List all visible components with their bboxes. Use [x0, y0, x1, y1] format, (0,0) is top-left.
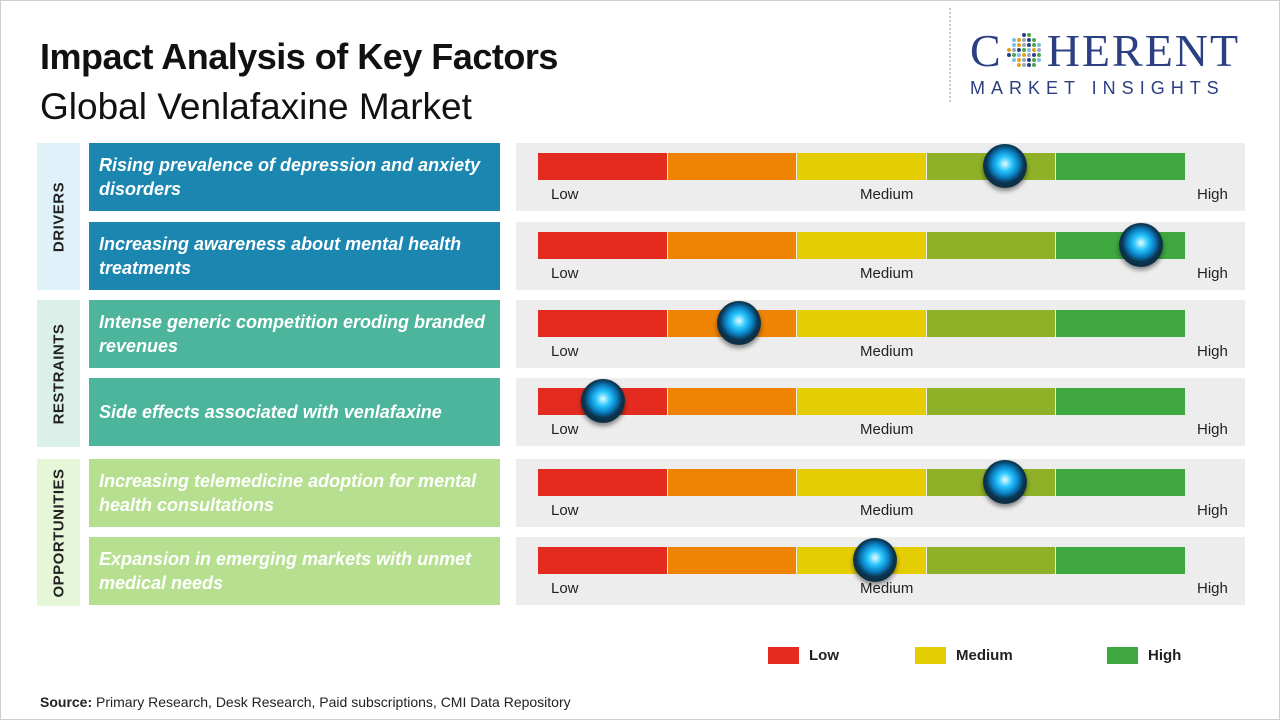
logo-letter-c: C: [970, 25, 1003, 76]
scale-segment: [797, 469, 926, 496]
legend-item-low: Low: [768, 647, 839, 664]
factor-box: Side effects associated with venlafaxine: [89, 378, 500, 446]
scale-label: Medium: [860, 502, 914, 519]
impact-scale: Low Medium High: [516, 143, 1245, 211]
scale-label: Low: [551, 265, 579, 282]
legend-item-medium: Medium: [915, 647, 1013, 664]
scale-segment: [1056, 310, 1185, 337]
scale-label: High: [1197, 343, 1228, 360]
scale-segment: [538, 232, 667, 259]
legend-label: Medium: [956, 647, 1013, 664]
scale-label: High: [1197, 265, 1228, 282]
page-subtitle: Global Venlafaxine Market: [40, 86, 472, 127]
category-restraints: RESTRAINTS: [37, 300, 80, 447]
source-label: Source:: [40, 694, 93, 710]
legend-swatch: [1107, 647, 1138, 664]
scale-label: Medium: [860, 186, 914, 203]
scale-label: Low: [551, 343, 579, 360]
factor-box: Increasing awareness about mental health…: [89, 222, 500, 290]
category-label: OPPORTUNITIES: [50, 467, 67, 598]
page-title: Impact Analysis of Key Factors: [40, 36, 558, 77]
scale-label: High: [1197, 421, 1228, 438]
scale-segment: [797, 388, 926, 415]
category-drivers: DRIVERS: [37, 143, 80, 290]
scale-label: High: [1197, 502, 1228, 519]
scale-segment: [926, 547, 1055, 574]
scale-label: Medium: [860, 265, 914, 282]
scale-segment: [667, 388, 796, 415]
scale-segment: [667, 469, 796, 496]
legend-label: Low: [809, 647, 839, 664]
scale-segment: [1056, 469, 1185, 496]
scale-label: Medium: [860, 580, 914, 597]
factor-text: Increasing awareness about mental health…: [99, 234, 462, 278]
logo-wordmark: HERENT: [1046, 25, 1241, 76]
factor-box: Intense generic competition eroding bran…: [89, 300, 500, 368]
scale-label: Medium: [860, 343, 914, 360]
factor-text: Expansion in emerging markets with unmet…: [99, 549, 472, 593]
category-opportunities: OPPORTUNITIES: [37, 459, 80, 606]
scale-label: Medium: [860, 421, 914, 438]
impact-marker: [982, 460, 1027, 504]
scale-segment: [926, 232, 1055, 259]
legend-swatch: [768, 647, 799, 664]
scale-segment: [538, 153, 667, 180]
logo-tagline: MARKET INSIGHTS: [970, 78, 1225, 98]
factor-box: Increasing telemedicine adoption for men…: [89, 459, 500, 527]
scale-segment: [1056, 547, 1185, 574]
factor-text: Intense generic competition eroding bran…: [99, 312, 486, 356]
category-label: RESTRAINTS: [50, 323, 67, 424]
scale-segment: [1056, 153, 1185, 180]
scale-label: Low: [551, 421, 579, 438]
scale-label: Low: [551, 502, 579, 519]
scale-segment: [797, 232, 926, 259]
legend-swatch: [915, 647, 946, 664]
factor-text: Rising prevalence of depression and anxi…: [99, 155, 481, 199]
impact-scale: Low Medium High: [516, 459, 1245, 527]
scale-segment: [926, 388, 1055, 415]
legend-label: High: [1148, 647, 1182, 664]
category-label: DRIVERS: [50, 181, 67, 252]
impact-marker: [716, 301, 761, 345]
impact-scale: Low Medium High: [516, 222, 1245, 290]
impact-scale: Low Medium High: [516, 300, 1245, 368]
scale-label: High: [1197, 186, 1228, 203]
impact-marker: [982, 144, 1027, 188]
scale-segment: [667, 547, 796, 574]
factor-box: Expansion in emerging markets with unmet…: [89, 537, 500, 605]
scale-label: High: [1197, 580, 1228, 597]
impact-scale: Low Medium High: [516, 378, 1245, 446]
scale-segment: [667, 232, 796, 259]
impact-marker: [1118, 223, 1163, 267]
logo-divider: [949, 8, 951, 102]
source-text: Primary Research, Desk Research, Paid su…: [92, 694, 571, 710]
legend-item-high: High: [1107, 647, 1181, 664]
logo-globe-icon: [1006, 33, 1041, 67]
factor-text: Side effects associated with venlafaxine: [99, 402, 442, 422]
impact-marker: [852, 538, 897, 582]
scale-label: Low: [551, 186, 579, 203]
factor-text: Increasing telemedicine adoption for men…: [99, 471, 477, 515]
scale-segment: [926, 310, 1055, 337]
company-logo: C HERENT MARKET INSIGHTS: [970, 28, 1265, 99]
impact-marker: [580, 379, 625, 423]
scale-segment: [538, 310, 667, 337]
source-note: Source: Primary Research, Desk Research,…: [40, 694, 571, 710]
impact-scale: Low Medium High: [516, 537, 1245, 605]
scale-segment: [667, 153, 796, 180]
scale-segment: [797, 153, 926, 180]
scale-segment: [538, 547, 667, 574]
factor-box: Rising prevalence of depression and anxi…: [89, 143, 500, 211]
scale-segment: [538, 469, 667, 496]
scale-segment: [1056, 388, 1185, 415]
scale-segment: [797, 310, 926, 337]
scale-label: Low: [551, 580, 579, 597]
